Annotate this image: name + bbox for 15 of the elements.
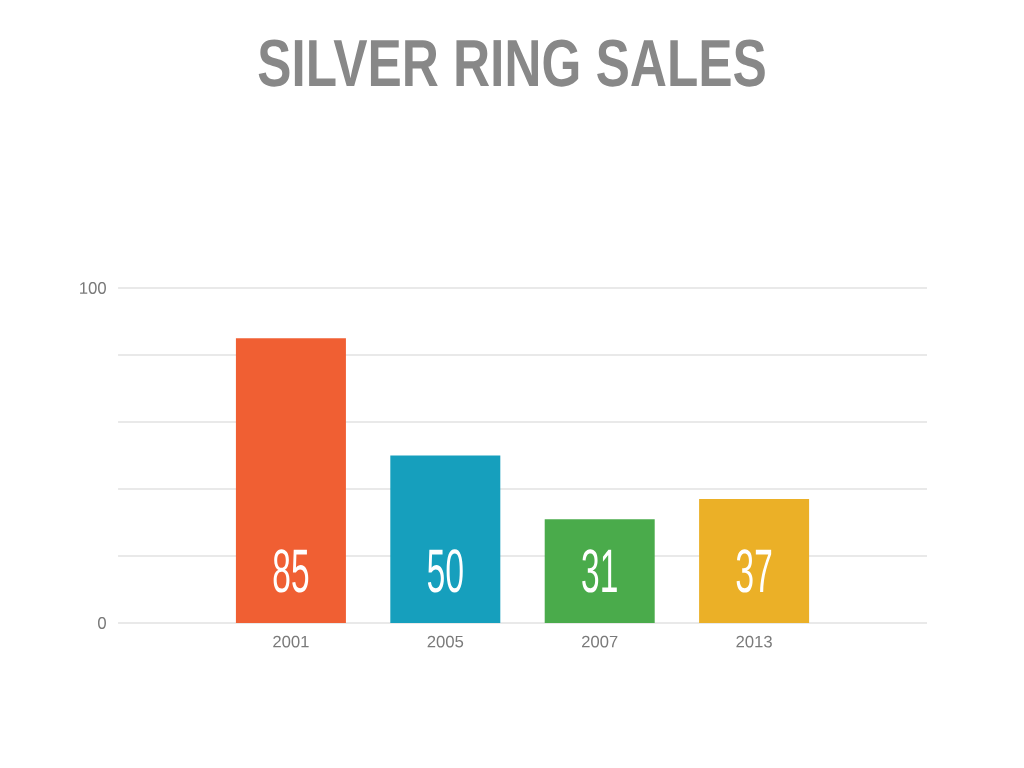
data-label: 31	[582, 549, 617, 593]
y-tick-label: 0	[98, 617, 106, 629]
x-tick-label: 2005	[427, 635, 464, 648]
y-tick-label: 100	[80, 282, 106, 294]
bar	[235, 338, 346, 623]
data-label: 37	[736, 549, 772, 593]
bar	[390, 455, 501, 623]
bar	[544, 519, 655, 623]
data-label: 50	[427, 549, 463, 593]
x-tick-label: 2007	[582, 635, 618, 648]
x-tick-label: 2001	[273, 635, 309, 648]
data-label: 85	[273, 549, 309, 593]
x-tick-label: 2013	[736, 635, 772, 648]
bar	[699, 499, 810, 623]
chart-title: SILVER RING SALES	[258, 39, 765, 87]
